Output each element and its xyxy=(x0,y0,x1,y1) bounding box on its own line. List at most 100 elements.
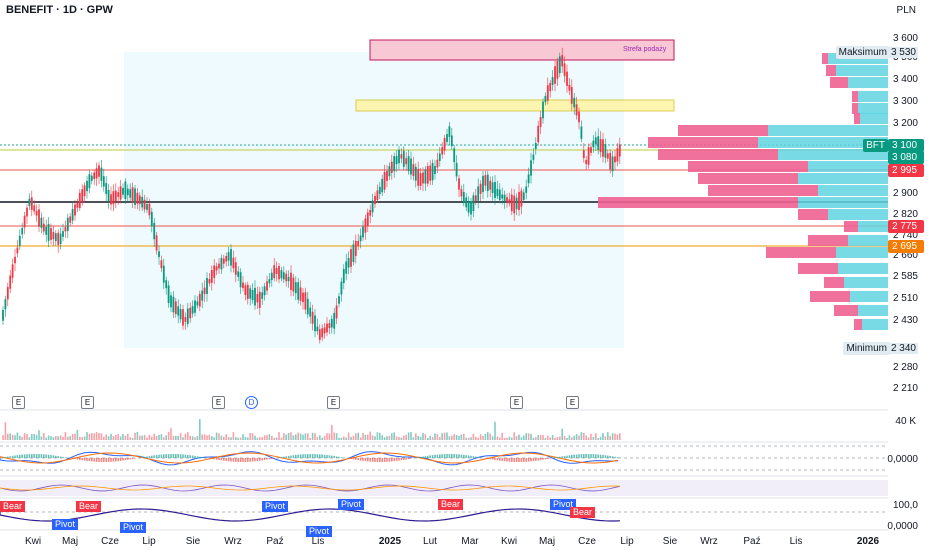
candle-body xyxy=(395,156,398,165)
macd-hist xyxy=(153,455,155,458)
volume-bar xyxy=(549,437,551,440)
macd-hist xyxy=(179,454,182,458)
candle-body xyxy=(299,287,302,301)
candle-body xyxy=(477,186,480,201)
macd-hist xyxy=(74,458,76,460)
volume-bar xyxy=(259,437,261,440)
candle-body xyxy=(105,183,108,195)
candle-body xyxy=(554,66,556,84)
volume-bar xyxy=(357,432,359,440)
volume-bar xyxy=(256,437,259,440)
macd-hist xyxy=(475,456,477,458)
candle-body xyxy=(249,288,252,299)
macd-hist xyxy=(244,458,247,462)
volume-bar xyxy=(199,419,201,440)
macd-hist xyxy=(511,458,513,462)
symbol-title[interactable]: BENEFIT · 1D · GPW xyxy=(6,4,113,16)
candle-body xyxy=(246,284,249,299)
macd-hist xyxy=(530,458,532,462)
macd-hist xyxy=(47,454,50,458)
macd-hist xyxy=(523,458,525,462)
y-tick: 3 300 xyxy=(892,96,918,107)
candle-body xyxy=(100,167,103,181)
volume-bar xyxy=(352,435,355,440)
earnings-marker[interactable]: E xyxy=(510,396,523,409)
candle-body xyxy=(309,307,312,317)
candle-body xyxy=(280,270,283,279)
volume-bar xyxy=(410,432,412,440)
candle-body xyxy=(244,285,247,296)
earnings-marker[interactable]: E xyxy=(12,396,25,409)
earnings-marker[interactable]: E xyxy=(81,396,94,409)
candle-body xyxy=(287,276,290,282)
volume-bar xyxy=(302,434,304,440)
volume-bar xyxy=(155,436,158,440)
volume-bar xyxy=(239,437,242,440)
macd-hist xyxy=(110,458,112,462)
volume-bar xyxy=(165,435,167,440)
x-tick: Lut xyxy=(423,536,437,547)
candle-body xyxy=(90,175,93,181)
earnings-marker[interactable]: E xyxy=(212,396,225,409)
earnings-marker[interactable]: E xyxy=(327,396,340,409)
volume-bar xyxy=(443,432,446,440)
macd-hist xyxy=(513,458,515,462)
candle-body xyxy=(28,198,31,207)
macd-hist xyxy=(232,458,235,462)
macd-hist xyxy=(2,457,4,458)
volume-bar xyxy=(539,435,542,440)
vp-down-bar xyxy=(852,91,858,102)
macd-hist xyxy=(556,457,559,458)
candle-body xyxy=(443,138,446,151)
candle-body xyxy=(486,174,489,191)
candle-body xyxy=(273,265,276,279)
vp-down-bar xyxy=(698,173,798,184)
macd-hist xyxy=(311,454,314,458)
candle-body xyxy=(198,293,201,307)
macd-hist xyxy=(124,458,127,461)
macd-hist xyxy=(518,458,520,462)
volume-bar xyxy=(271,435,273,440)
supply-zone-label: Strefa podaży xyxy=(623,46,667,53)
candle-body xyxy=(568,84,571,91)
candle-body xyxy=(57,232,60,245)
candle-body xyxy=(102,176,105,187)
candle-body xyxy=(184,317,187,322)
candle-body xyxy=(338,296,340,304)
candle-body xyxy=(148,203,151,216)
volume-bar xyxy=(571,437,573,440)
candle-body xyxy=(69,216,72,223)
candle-body xyxy=(261,292,264,299)
candle-body xyxy=(386,171,388,181)
volume-bar xyxy=(230,437,232,440)
candle-body xyxy=(534,142,537,150)
pivot-label: Pivot xyxy=(306,526,333,537)
volume-bar xyxy=(439,436,441,440)
macd-hist xyxy=(57,456,59,458)
candle-body xyxy=(158,251,160,258)
macd-hist xyxy=(443,454,446,458)
price-badge-last: 3 100 xyxy=(888,139,924,152)
volume-bar xyxy=(371,435,374,440)
earnings-marker[interactable]: E xyxy=(566,396,579,409)
volume-bar xyxy=(55,436,57,440)
macd-hist xyxy=(62,456,64,458)
candle-body xyxy=(407,156,410,172)
candle-body xyxy=(134,188,136,205)
volume-bar xyxy=(412,437,415,440)
vp-up-bar xyxy=(768,125,888,136)
macd-hist xyxy=(151,455,153,458)
macd-hist xyxy=(463,454,465,458)
candle-body xyxy=(64,227,67,232)
candle-body xyxy=(405,158,408,165)
macd-hist xyxy=(448,454,451,458)
candle-body xyxy=(580,126,583,139)
macd-hist xyxy=(285,456,287,458)
x-tick: Wrz xyxy=(700,536,718,547)
volume-bar xyxy=(88,433,91,440)
dividend-marker[interactable]: D xyxy=(245,396,258,409)
candle-body xyxy=(544,95,547,103)
candle-body xyxy=(398,149,400,164)
macd-hist xyxy=(143,456,146,458)
